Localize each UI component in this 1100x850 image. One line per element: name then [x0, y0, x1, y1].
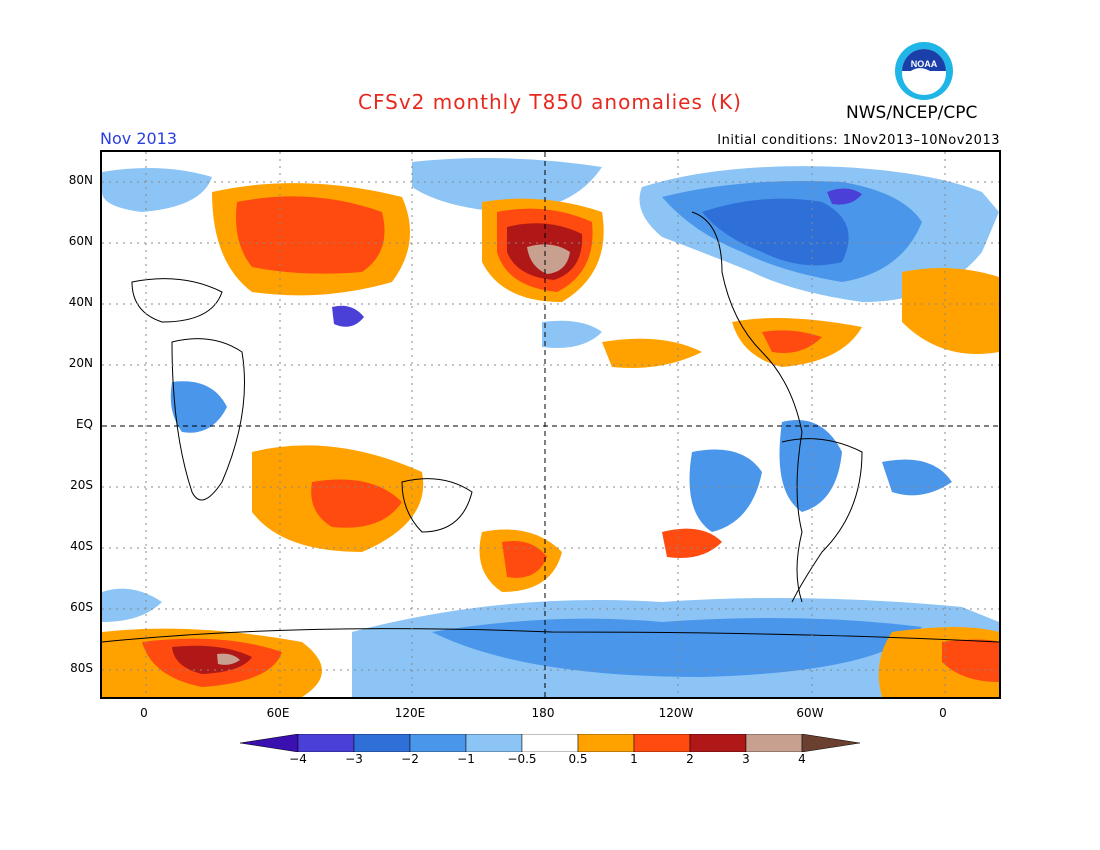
antarctica-warm-inner [172, 645, 252, 674]
colorbar-cell [577, 734, 635, 752]
colorbar-cell [297, 734, 355, 752]
noaa-logo: NOAA [895, 42, 953, 100]
antarctica-warm-peak [217, 653, 240, 665]
lat-label: 60S [70, 600, 93, 614]
europe-warm [902, 268, 999, 354]
pacific-east-warm [602, 338, 702, 368]
tibet-cold-spot [332, 305, 364, 327]
colorbar-cell [633, 734, 691, 752]
colorbar-label: −3 [345, 752, 363, 766]
colorbar-label: 2 [686, 752, 694, 766]
coastlines [102, 211, 999, 643]
north-pacific-warm-4 [527, 244, 570, 274]
eurasia-warm-core [236, 196, 385, 274]
lon-label: 0 [939, 706, 947, 720]
arctic-cold-band [102, 168, 212, 212]
colorbar-label: −1 [457, 752, 475, 766]
anomaly-field [102, 152, 999, 697]
lon-label: 120E [394, 706, 426, 720]
canada-cold-spot [827, 188, 862, 205]
colorbar [240, 734, 860, 752]
lat-label: 80N [68, 173, 93, 187]
anomaly-map [100, 150, 1001, 699]
initial-conditions: Initial conditions: 1Nov2013–10Nov2013 [717, 133, 1000, 148]
colorbar-min-arrow [240, 734, 299, 752]
lat-label: 80S [70, 661, 93, 675]
lat-label: EQ [75, 417, 93, 431]
lon-label: 120W [658, 706, 694, 720]
africa-cold [170, 381, 227, 433]
chart-title: CFSv2 monthly T850 anomalies (K) [358, 90, 742, 114]
lon-label: 0 [140, 706, 148, 720]
nz-warm-core [502, 541, 547, 578]
colorbar-label: −4 [289, 752, 307, 766]
lat-label: 40S [70, 539, 93, 553]
atlantic-warm-core [762, 330, 822, 353]
colorbar-label: 4 [798, 752, 806, 766]
lon-label: 180 [531, 706, 555, 720]
lon-label: 60E [266, 706, 290, 720]
antarctica-east-warm-core [942, 639, 999, 682]
valid-month: Nov 2013 [100, 129, 178, 148]
colorbar-label: 1 [630, 752, 638, 766]
lat-label: 20S [70, 478, 93, 492]
southam-cold [779, 420, 842, 512]
lat-label: 60N [68, 234, 93, 248]
colorbar-cell [465, 734, 523, 752]
colorbar-cell [353, 734, 411, 752]
colorbar-cell [409, 734, 467, 752]
atlantic-south-cold [882, 459, 952, 496]
indian-ocean-warm-core [311, 479, 402, 528]
colorbar-cell [689, 734, 747, 752]
indian-cold [102, 588, 162, 622]
pacific-mid-cold [542, 320, 602, 348]
lat-label: 40N [68, 295, 93, 309]
warm-anomalies [102, 183, 999, 697]
cold-anomalies [102, 158, 999, 697]
lon-label: 60W [796, 706, 824, 720]
colorbar-label: −2 [401, 752, 419, 766]
southern-ocean-cold-core [432, 618, 922, 677]
colorbar-label: 0.5 [568, 752, 588, 766]
south-pacific-cold [689, 449, 762, 532]
colorbar-max-arrow [801, 734, 860, 752]
colorbar-cell [521, 734, 579, 752]
colorbar-cell [745, 734, 803, 752]
logo-text: NOAA [911, 59, 938, 69]
colorbar-label: −0.5 [507, 752, 537, 766]
siberia-cold-band [412, 158, 602, 212]
colorbar-label: 3 [742, 752, 750, 766]
pacific-south-warm [662, 528, 722, 558]
agency-label: NWS/NCEP/CPC [846, 103, 978, 123]
gridlines [102, 152, 999, 697]
lat-label: 20N [68, 356, 93, 370]
